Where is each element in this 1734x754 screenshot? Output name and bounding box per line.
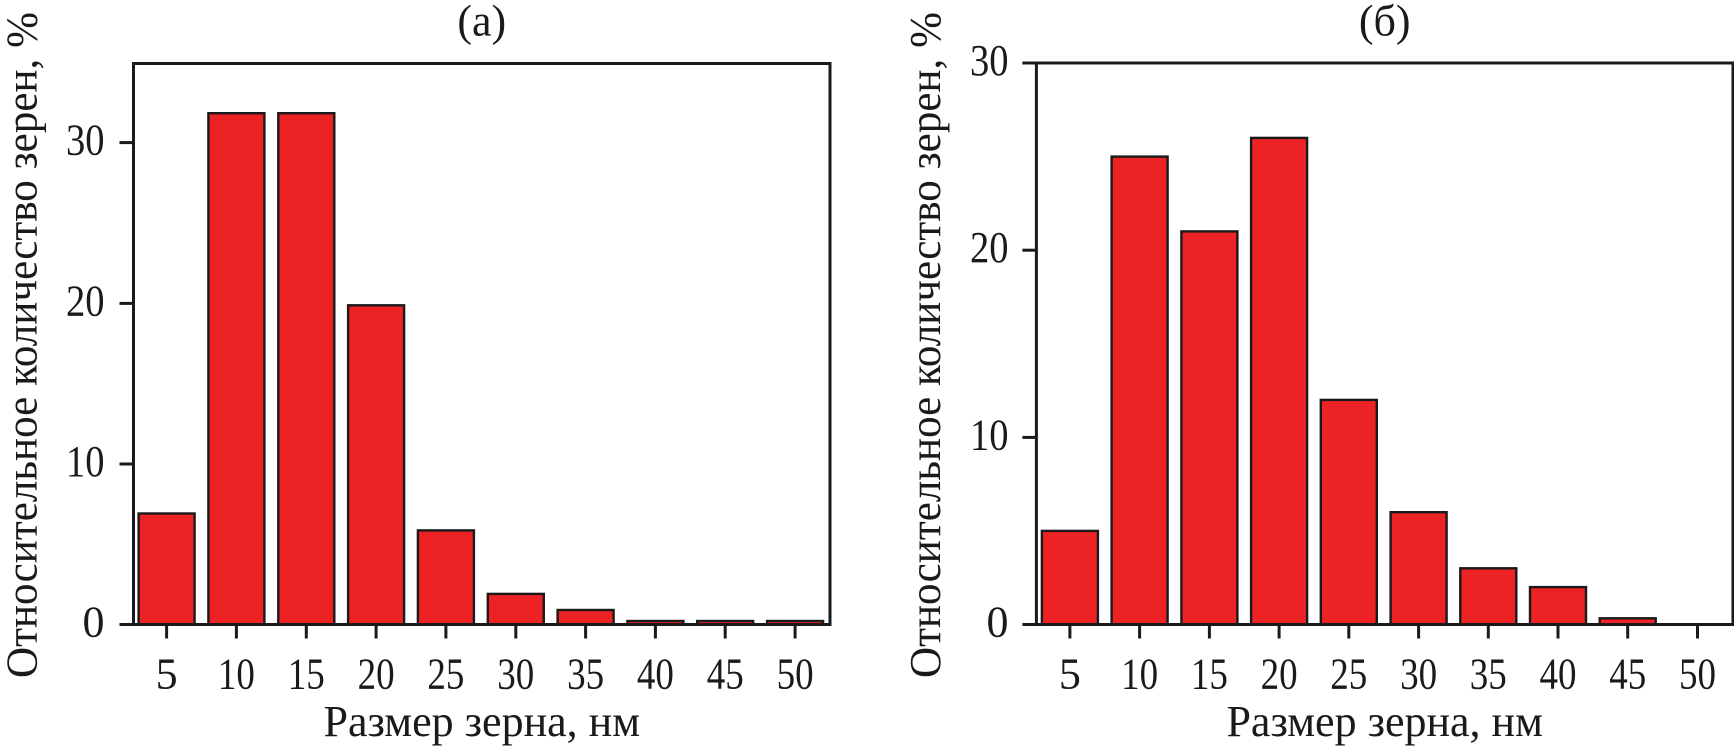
svg-text:30: 30 — [497, 650, 534, 699]
svg-text:20: 20 — [1261, 650, 1298, 699]
svg-text:50: 50 — [777, 650, 814, 699]
svg-text:45: 45 — [1609, 650, 1646, 699]
svg-text:10: 10 — [66, 437, 105, 486]
svg-text:Размер зерна, нм: Размер зерна, нм — [324, 697, 641, 746]
svg-text:Относительное количество зерен: Относительное количество зерен, % — [0, 12, 46, 678]
svg-text:35: 35 — [1470, 650, 1507, 699]
svg-text:30: 30 — [66, 116, 105, 165]
svg-text:20: 20 — [66, 276, 105, 325]
svg-text:Относительное количество зерен: Относительное количество зерен, % — [901, 12, 950, 678]
svg-text:25: 25 — [427, 650, 464, 699]
svg-text:0: 0 — [987, 598, 1009, 647]
svg-text:10: 10 — [970, 410, 1009, 459]
svg-text:25: 25 — [1330, 650, 1367, 699]
svg-text:30: 30 — [1400, 650, 1437, 699]
svg-text:45: 45 — [707, 650, 744, 699]
svg-text:(а): (а) — [457, 0, 506, 46]
svg-text:50: 50 — [1679, 650, 1716, 699]
svg-text:(б): (б) — [1359, 0, 1411, 46]
svg-text:0: 0 — [83, 598, 105, 647]
svg-text:40: 40 — [1540, 650, 1577, 699]
svg-text:5: 5 — [156, 650, 178, 699]
svg-text:20: 20 — [358, 650, 395, 699]
svg-text:10: 10 — [218, 650, 255, 699]
svg-text:20: 20 — [970, 223, 1009, 272]
svg-text:Размер зерна, нм: Размер зерна, нм — [1226, 697, 1543, 746]
svg-text:5: 5 — [1059, 650, 1081, 699]
svg-text:10: 10 — [1121, 650, 1158, 699]
svg-text:40: 40 — [637, 650, 674, 699]
svg-text:15: 15 — [1191, 650, 1228, 699]
svg-text:15: 15 — [288, 650, 325, 699]
svg-text:35: 35 — [567, 650, 604, 699]
svg-text:30: 30 — [970, 36, 1009, 85]
